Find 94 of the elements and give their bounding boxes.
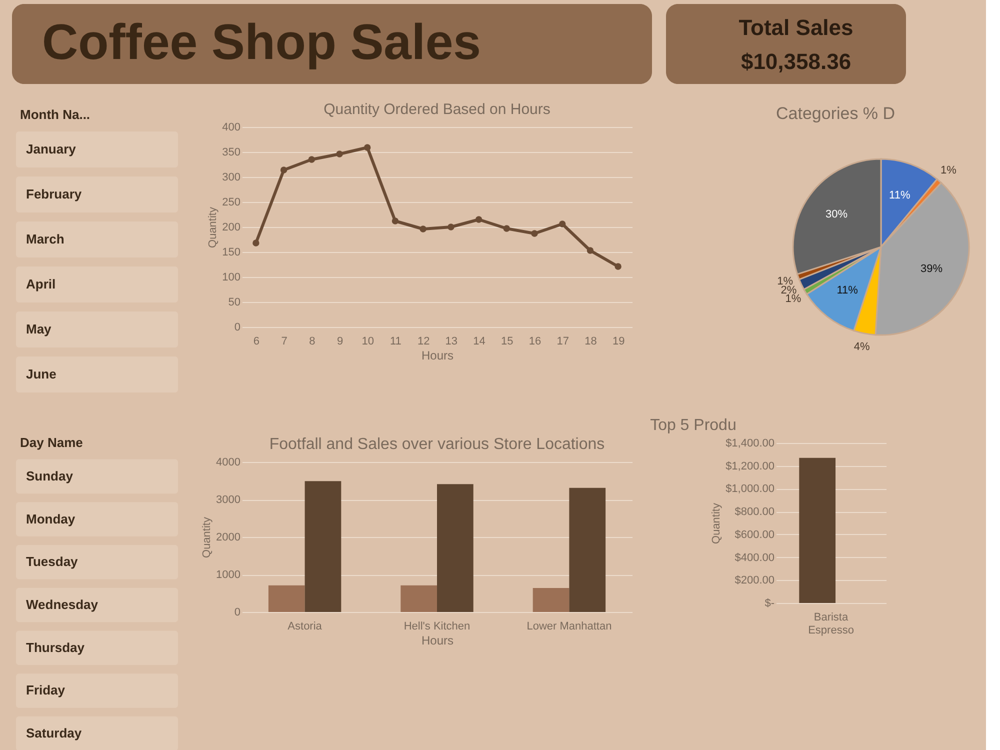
point	[531, 230, 538, 237]
y-tick-label: 3000	[216, 494, 240, 506]
data-label: 11%	[889, 189, 910, 202]
y-tick-label: 4000	[216, 456, 240, 468]
text: $10,358.36	[740, 49, 852, 74]
point	[420, 226, 426, 232]
category-label: January	[26, 142, 77, 156]
point	[475, 216, 482, 223]
y-tick-label: $-	[764, 598, 775, 610]
y-tick-label: 300	[222, 172, 240, 184]
y-tick-label: 0	[234, 322, 240, 334]
category-label: Friday	[26, 682, 66, 698]
point	[308, 156, 315, 163]
x-tick-label: 8	[309, 336, 316, 348]
y-tick-label: 350	[222, 146, 240, 158]
text: Day Name	[20, 435, 83, 450]
point	[336, 150, 343, 158]
chart-title: Footfall and Sales over various Store Locations	[269, 436, 605, 453]
point	[280, 166, 288, 174]
x-tick-label: 9	[336, 336, 344, 348]
category-label: Saturday	[26, 726, 82, 741]
point	[252, 240, 260, 246]
y-tick-label: 200	[222, 222, 240, 234]
x-tick-label: 16	[528, 336, 542, 348]
x-axis-title: Hours	[421, 348, 454, 362]
text: Coffee Shop Sales	[42, 14, 481, 70]
x-tick-label: 14	[473, 336, 486, 348]
data-label: 4%	[854, 341, 870, 354]
x-tick-label: 13	[445, 336, 458, 348]
point	[614, 263, 622, 270]
y-tick-label: $1,000.00	[726, 483, 774, 496]
x-tick-label: 7	[281, 336, 288, 348]
chart-title: Top 5 Produ	[650, 417, 736, 434]
category-label: Thursday	[26, 640, 86, 655]
bar	[304, 481, 342, 612]
y-axis-title: Quantity	[710, 502, 723, 544]
category-label: Sunday	[26, 468, 74, 484]
point	[448, 224, 454, 230]
bar	[569, 488, 606, 612]
x-tick-label: 17	[556, 336, 569, 348]
y-axis-title: Quantity	[207, 206, 220, 248]
bar	[268, 585, 305, 612]
y-tick-label: 400	[222, 122, 240, 134]
x-tick-label: Lower Manhattan	[526, 620, 612, 632]
category-label: Wednesday	[26, 597, 99, 612]
y-tick-label: $1,200.00	[726, 460, 774, 472]
y-tick-label: 150	[222, 246, 240, 258]
data-label: 39%	[920, 262, 943, 275]
y-tick-label: 1000	[216, 569, 240, 581]
point	[559, 220, 566, 228]
chart-title: Quantity Ordered Based on Hours	[324, 101, 550, 118]
data-label: 30%	[825, 208, 848, 221]
y-tick-label: $1,400.00	[726, 438, 774, 450]
x-tick-label: 15	[501, 336, 514, 348]
data-label: 1%	[940, 164, 957, 176]
category-label: February	[26, 186, 82, 202]
x-tick-label: Barista Espresso	[808, 612, 854, 636]
x-tick-label: 18	[584, 336, 597, 348]
point	[392, 218, 399, 224]
x-tick-label: 11	[390, 336, 402, 348]
x-tick-label: 10	[362, 336, 374, 348]
y-tick-label: 50	[228, 296, 240, 308]
y-tick-label: 0	[234, 606, 240, 618]
y-tick-label: 250	[222, 196, 240, 208]
point	[503, 225, 510, 232]
y-tick-label: 2000	[216, 532, 240, 544]
y-tick-label: $600.00	[734, 528, 774, 541]
x-tick-label: Hell's Kitchen	[404, 620, 470, 632]
y-tick-label: $200.00	[734, 574, 774, 587]
y-axis-title: Quantity	[201, 516, 214, 558]
y-tick-label: $800.00	[734, 506, 774, 518]
x-tick-label: 19	[612, 336, 625, 348]
chart-title: Categories % D	[776, 104, 896, 123]
y-tick-label: $400.00	[734, 552, 774, 564]
point	[586, 247, 594, 254]
bar	[400, 585, 437, 612]
x-tick-label: Astoria	[288, 620, 323, 632]
category-label: Monday	[26, 511, 76, 526]
category-label: Tuesday	[26, 554, 79, 570]
bar	[532, 588, 570, 612]
bar	[437, 484, 474, 612]
text: Month Na...	[20, 107, 90, 122]
point	[364, 144, 371, 151]
category-label: April	[26, 276, 56, 292]
data-label: 11%	[836, 284, 858, 296]
x-axis-title: Hours	[421, 634, 454, 648]
x-tick-label: 12	[417, 336, 430, 348]
x-tick-label: 6	[253, 336, 260, 348]
data-label: 1%	[785, 292, 802, 305]
category-label: March	[26, 232, 64, 246]
text: Total Sales	[738, 15, 854, 40]
category-label: June	[26, 366, 56, 382]
y-tick-label: 100	[222, 272, 240, 284]
category-label: May	[26, 322, 52, 336]
